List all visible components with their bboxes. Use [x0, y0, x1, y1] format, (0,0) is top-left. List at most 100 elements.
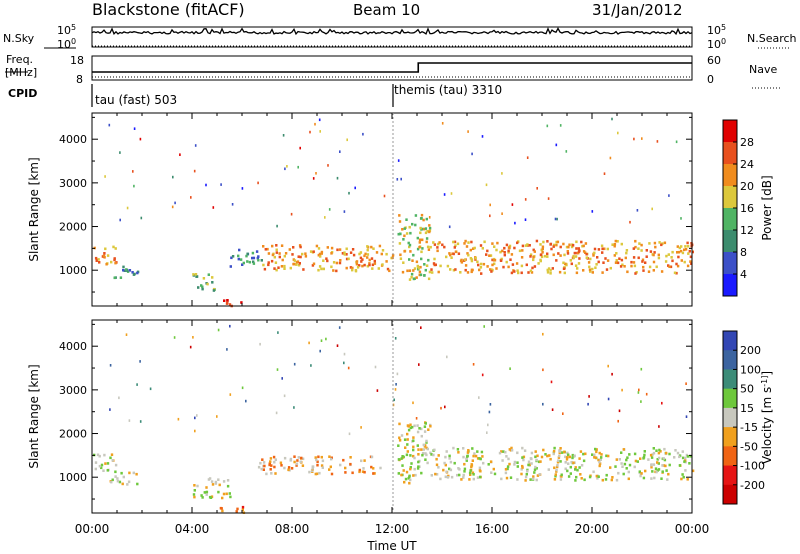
- data-cell: [372, 472, 375, 475]
- data-cell: [103, 256, 106, 259]
- data-cell: [535, 458, 538, 462]
- data-cell: [636, 209, 639, 212]
- data-cell: [325, 337, 327, 341]
- data-cell: [547, 197, 550, 200]
- data-cell: [563, 450, 566, 454]
- data-cell: [438, 241, 441, 244]
- data-cell: [211, 276, 214, 279]
- data-cell: [428, 226, 432, 230]
- data-cell: [529, 478, 532, 481]
- data-cell: [618, 409, 621, 413]
- data-cell: [404, 477, 408, 481]
- data-cell: [567, 462, 570, 465]
- data-cell: [642, 456, 646, 459]
- data-cell: [553, 243, 556, 247]
- data-cell: [567, 453, 570, 457]
- data-cell: [538, 473, 541, 476]
- data-cell: [230, 256, 233, 260]
- data-cell: [342, 458, 345, 462]
- data-cell: [318, 252, 322, 256]
- data-cell: [299, 146, 301, 150]
- data-cell: [581, 244, 584, 248]
- data-cell: [339, 150, 341, 153]
- data-cell: [460, 478, 463, 481]
- data-cell: [423, 430, 427, 433]
- data-cell: [418, 273, 421, 277]
- data-cell: [409, 250, 412, 253]
- data-cell: [111, 459, 114, 462]
- data-cell: [632, 261, 636, 264]
- data-cell: [529, 253, 533, 256]
- data-cell: [113, 257, 116, 260]
- data-cell: [292, 262, 295, 266]
- data-cell: [502, 450, 505, 453]
- data-cell: [315, 458, 318, 462]
- data-cell: [363, 459, 366, 462]
- data-cell: [401, 455, 404, 458]
- data-cell: [309, 130, 311, 134]
- data-cell: [319, 130, 321, 133]
- data-cell: [245, 399, 247, 403]
- data-cell: [252, 260, 255, 264]
- data-cell: [113, 258, 116, 262]
- data-cell: [511, 203, 514, 206]
- data-cell: [397, 444, 400, 447]
- data-cell: [551, 267, 554, 270]
- data-cell: [362, 132, 364, 136]
- data-cell: [273, 465, 276, 469]
- data-cell: [488, 254, 491, 257]
- data-cell: [320, 250, 324, 254]
- data-cell: [194, 144, 197, 147]
- data-cell: [386, 267, 390, 271]
- data-cell: [652, 463, 656, 466]
- xtick-label: 00:00: [675, 522, 710, 536]
- data-cell: [225, 492, 228, 496]
- data-cell: [262, 263, 265, 267]
- data-cell: [594, 447, 597, 451]
- data-cell: [657, 456, 661, 460]
- data-cell: [446, 355, 448, 359]
- data-cell: [591, 453, 594, 456]
- data-cell: [269, 468, 272, 471]
- data-cell: [190, 196, 192, 199]
- data-cell: [691, 469, 695, 473]
- data-cell: [94, 467, 97, 471]
- data-cell: [222, 492, 226, 496]
- data-cell: [118, 396, 120, 400]
- data-cell: [559, 245, 562, 249]
- data-cell: [541, 247, 544, 251]
- data-cell: [675, 262, 678, 266]
- data-cell: [480, 450, 484, 454]
- data-cell: [435, 463, 439, 467]
- data-cell: [277, 331, 279, 334]
- data-cell: [570, 460, 573, 464]
- data-cell: [690, 262, 693, 265]
- data-cell: [483, 240, 486, 244]
- data-cell: [546, 268, 549, 272]
- data-cell: [486, 431, 488, 434]
- velocity-colorbar-label: 15: [740, 402, 754, 415]
- data-cell: [640, 249, 643, 252]
- data-cell: [666, 478, 669, 481]
- data-cell: [501, 459, 504, 462]
- data-cell: [427, 277, 431, 281]
- data-cell: [628, 463, 632, 467]
- data-cell: [611, 476, 614, 479]
- data-cell: [373, 262, 377, 265]
- data-cell: [516, 478, 519, 481]
- data-cell: [257, 255, 260, 258]
- data-cell: [652, 253, 655, 257]
- data-cell: [657, 468, 661, 471]
- data-cell: [655, 449, 658, 452]
- data-cell: [596, 477, 599, 480]
- data-cell: [479, 266, 483, 269]
- data-cell: [423, 274, 426, 277]
- data-cell: [349, 462, 352, 466]
- data-cell: [605, 268, 609, 271]
- velocity-colorbar-label: -100: [740, 460, 765, 473]
- xtick-label: 04:00: [175, 522, 210, 536]
- data-cell: [542, 368, 544, 372]
- data-cell: [418, 241, 421, 244]
- data-cell: [457, 467, 460, 470]
- data-cell: [284, 252, 288, 255]
